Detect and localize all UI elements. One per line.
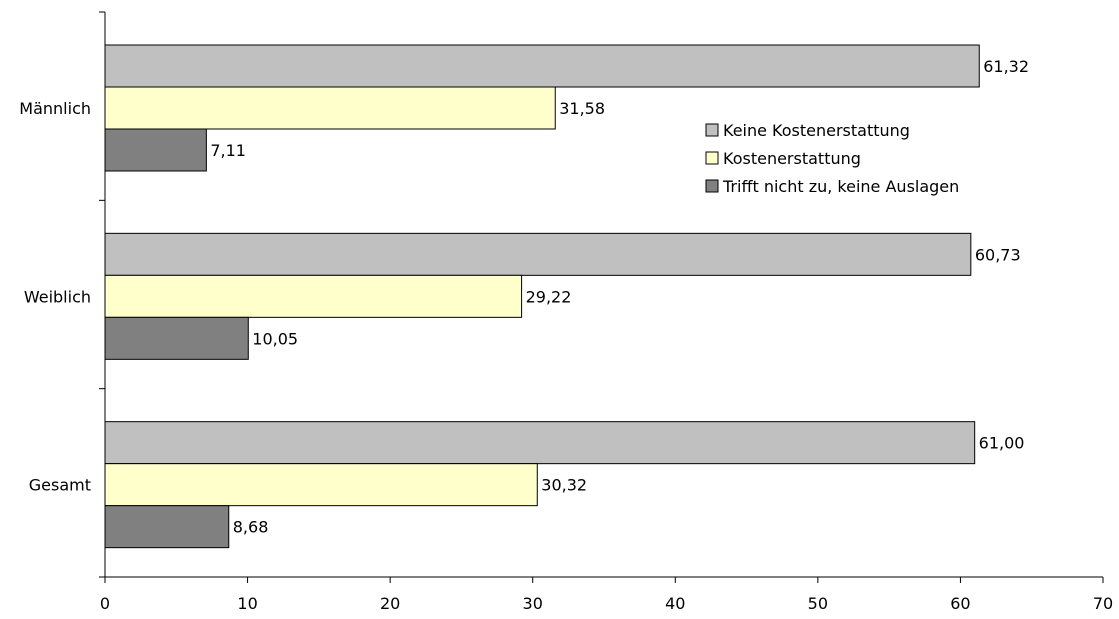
- bar-männlich-keine-kostenerstattung: [104, 44, 980, 88]
- legend-label-kostenerstattung: Kostenerstattung: [723, 149, 861, 168]
- x-tick-label: 10: [237, 594, 257, 613]
- bars-layer: 61,32 31,58 7,11 60,73 29,22 10,05 61,00 30,32 8…: [104, 44, 1029, 549]
- category-label-gesamt: Gesamt: [29, 476, 91, 495]
- x-tick-label: 20: [380, 594, 400, 613]
- legend-swatch-kostenerstattung: [705, 151, 719, 165]
- data-label-weiblich-trifft-nicht-zu-keine-auslagen: 10,05: [252, 329, 298, 348]
- category-label-weiblich: Weiblich: [24, 287, 91, 306]
- x-tick-label: 30: [523, 594, 543, 613]
- legend-swatch-trifft-nicht-zu-keine-auslagen: [705, 179, 719, 193]
- x-tick-label: 0: [100, 594, 110, 613]
- legend: Keine Kostenerstattung Kostenerstattung Tr…: [705, 121, 959, 196]
- data-label-männlich-kostenerstattung: 31,58: [559, 99, 605, 118]
- category-label-männlich: Männlich: [19, 99, 91, 118]
- data-label-männlich-keine-kostenerstattung: 61,32: [983, 57, 1029, 76]
- axes-layer: Männlich Weiblich Gesamt 0 10 20 30 40 50 60 70: [19, 11, 1113, 613]
- legend-swatch-keine-kostenerstattung: [705, 123, 719, 137]
- bar-weiblich-kostenerstattung: [104, 274, 523, 318]
- bar-gesamt-keine-kostenerstattung: [104, 421, 976, 465]
- data-label-gesamt-keine-kostenerstattung: 61,00: [979, 434, 1025, 453]
- x-tick-label: 50: [808, 594, 828, 613]
- data-label-männlich-trifft-nicht-zu-keine-auslagen: 7,11: [210, 141, 246, 160]
- bar-gesamt-trifft-nicht-zu-keine-auslagen: [104, 505, 230, 549]
- x-tick-label: 40: [665, 594, 685, 613]
- data-label-weiblich-keine-kostenerstattung: 60,73: [975, 245, 1021, 264]
- bar-männlich-trifft-nicht-zu-keine-auslagen: [104, 128, 207, 172]
- data-label-weiblich-kostenerstattung: 29,22: [526, 287, 572, 306]
- bar-weiblich-keine-kostenerstattung: [104, 232, 972, 276]
- legend-label-keine-kostenerstattung: Keine Kostenerstattung: [723, 121, 910, 140]
- bar-gesamt-kostenerstattung: [104, 463, 538, 507]
- x-tick-label: 70: [1093, 594, 1113, 613]
- bar-männlich-kostenerstattung: [104, 86, 556, 130]
- bar-weiblich-trifft-nicht-zu-keine-auslagen: [104, 316, 249, 360]
- legend-label-trifft-nicht-zu-keine-auslagen: Trifft nicht zu, keine Auslagen: [722, 177, 959, 196]
- x-tick-label: 60: [950, 594, 970, 613]
- data-label-gesamt-trifft-nicht-zu-keine-auslagen: 8,68: [233, 518, 269, 537]
- data-label-gesamt-kostenerstattung: 30,32: [541, 476, 587, 495]
